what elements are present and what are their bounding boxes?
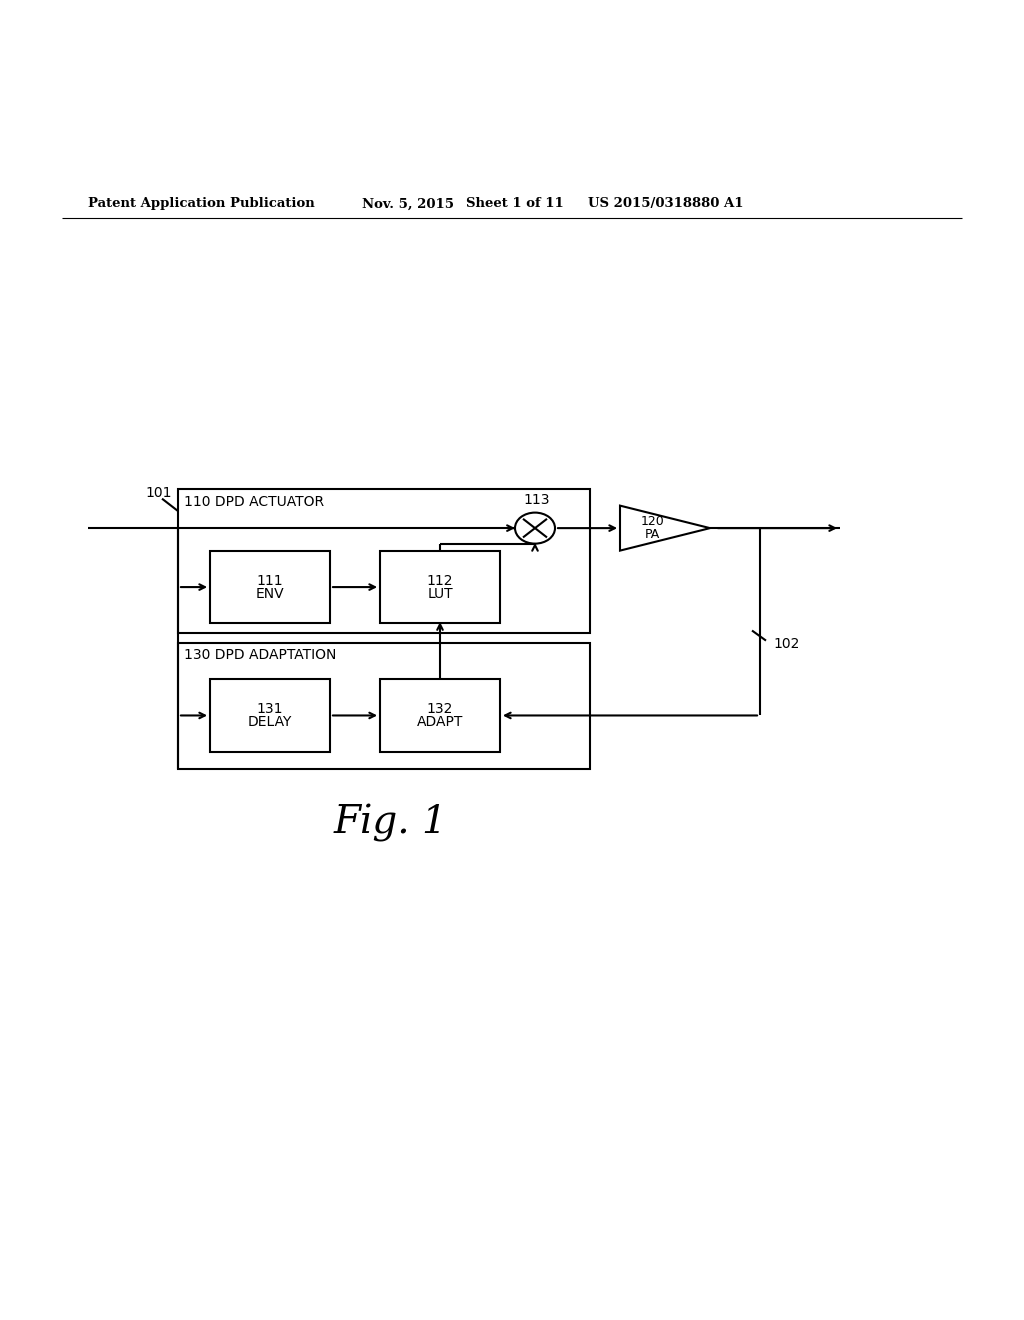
Bar <box>380 680 500 751</box>
Text: 113: 113 <box>523 494 550 507</box>
Text: Fig. 1: Fig. 1 <box>333 804 446 842</box>
Text: ADAPT: ADAPT <box>417 715 463 730</box>
Text: 132: 132 <box>427 702 454 717</box>
Text: 112: 112 <box>427 574 454 587</box>
Text: PA: PA <box>645 528 660 541</box>
Bar <box>380 552 500 623</box>
Text: US 2015/0318880 A1: US 2015/0318880 A1 <box>588 198 743 210</box>
Text: 111: 111 <box>257 574 284 587</box>
Text: Sheet 1 of 11: Sheet 1 of 11 <box>466 198 564 210</box>
Text: 101: 101 <box>145 486 171 500</box>
Bar <box>210 552 330 623</box>
Text: 130 DPD ADAPTATION: 130 DPD ADAPTATION <box>184 648 336 663</box>
Text: 131: 131 <box>257 702 284 717</box>
Bar <box>178 490 590 632</box>
Text: LUT: LUT <box>427 587 453 601</box>
Bar <box>210 680 330 751</box>
Ellipse shape <box>515 512 555 544</box>
Text: 102: 102 <box>773 638 800 652</box>
Text: ENV: ENV <box>256 587 285 601</box>
Text: Nov. 5, 2015: Nov. 5, 2015 <box>362 198 454 210</box>
Text: DELAY: DELAY <box>248 715 292 730</box>
Text: 110 DPD ACTUATOR: 110 DPD ACTUATOR <box>184 495 325 508</box>
Text: Patent Application Publication: Patent Application Publication <box>88 198 314 210</box>
Text: 120: 120 <box>641 515 665 528</box>
Bar <box>178 643 590 768</box>
